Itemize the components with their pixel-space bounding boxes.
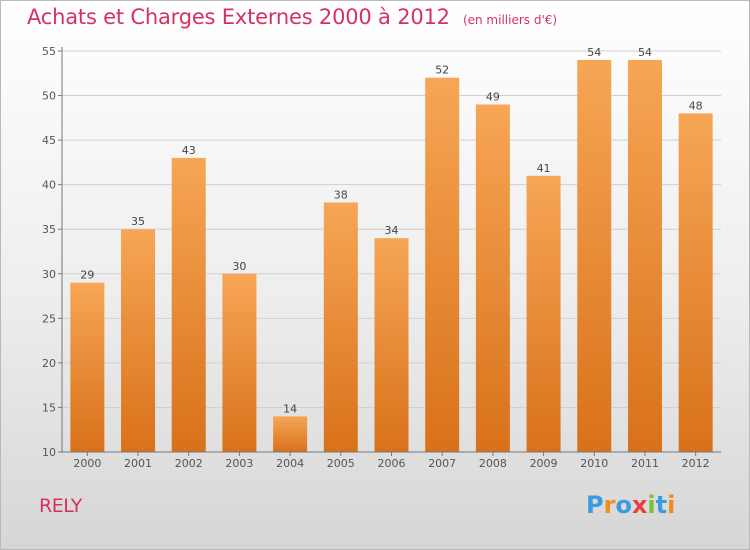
logo-letter: o	[615, 491, 632, 519]
y-tick-label: 55	[42, 45, 56, 58]
bar	[627, 59, 662, 453]
bar	[374, 238, 409, 452]
y-tick-label: 25	[42, 312, 56, 325]
x-tick-label: 2002	[175, 457, 203, 470]
place-name: RELY	[39, 495, 82, 517]
data-label: 14	[283, 402, 297, 415]
x-tick-label: 2010	[580, 457, 608, 470]
data-label: 54	[587, 46, 601, 59]
data-label: 29	[80, 269, 94, 282]
logo-letter: i	[667, 491, 676, 519]
bar	[577, 59, 612, 453]
title-block: Achats et Charges Externes 2000 à 2012 (…	[27, 5, 557, 29]
data-label: 52	[435, 64, 449, 77]
logo-letter: P	[586, 491, 604, 519]
data-label: 35	[131, 215, 145, 228]
logo-letter: r	[603, 491, 616, 519]
x-tick-label: 2001	[124, 457, 152, 470]
x-tick-label: 2000	[73, 457, 101, 470]
bar	[425, 77, 460, 452]
bar	[526, 175, 561, 452]
bar	[121, 229, 156, 452]
bar	[70, 282, 105, 452]
x-tick-label: 2008	[479, 457, 507, 470]
bar	[171, 157, 206, 452]
bar	[323, 202, 358, 452]
x-tick-label: 2003	[225, 457, 253, 470]
x-tick-label: 2004	[276, 457, 304, 470]
logo-letter: i	[647, 491, 656, 519]
y-tick-label: 40	[42, 179, 56, 192]
chart-unit: (en milliers d'€)	[462, 13, 558, 27]
bars-layer: 29 35 43 30 14 38 34 52 49 41 54 54 48	[70, 46, 713, 453]
data-label: 54	[638, 46, 652, 59]
y-tick-label: 45	[42, 134, 56, 147]
data-label: 43	[182, 144, 196, 157]
y-tick-label: 35	[42, 223, 56, 236]
x-tick-label: 2006	[378, 457, 406, 470]
data-label: 49	[486, 90, 500, 103]
x-tick-label: 2012	[682, 457, 710, 470]
data-label: 48	[689, 99, 703, 112]
data-label: 34	[385, 224, 399, 237]
bar	[273, 416, 308, 452]
x-tick-label: 2009	[530, 457, 558, 470]
proxiti-logo[interactable]: Proxiti	[586, 491, 675, 519]
y-tick-label: 20	[42, 357, 56, 370]
axis-layer: 10 15 20 25 30 35 40 45 50 55 2000 2001 2002 2003 2004…	[42, 45, 721, 470]
logo-letter: x	[631, 491, 648, 519]
bar	[222, 273, 257, 452]
y-tick-label: 15	[42, 401, 56, 414]
chart-title: Achats et Charges Externes 2000 à 2012	[27, 5, 450, 29]
data-label: 38	[334, 188, 348, 201]
bar	[475, 104, 510, 452]
x-tick-label: 2011	[631, 457, 659, 470]
data-label: 41	[537, 162, 551, 175]
y-tick-label: 50	[42, 90, 56, 103]
logo-letter: t	[655, 491, 668, 519]
y-tick-label: 10	[42, 446, 56, 459]
bar	[678, 113, 713, 452]
y-tick-label: 30	[42, 268, 56, 281]
x-tick-label: 2007	[428, 457, 456, 470]
data-label: 30	[232, 260, 246, 273]
x-tick-label: 2005	[327, 457, 355, 470]
